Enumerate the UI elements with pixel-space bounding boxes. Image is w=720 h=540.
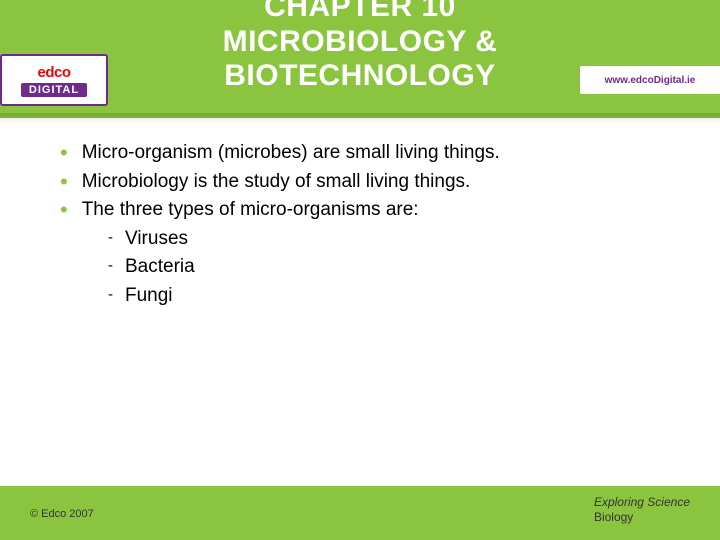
- bullet-item: • The three types of micro-organisms are…: [60, 197, 680, 224]
- edco-logo: edco DIGITAL: [0, 54, 108, 106]
- sub-bullet-item: - Bacteria: [108, 254, 680, 281]
- dash-icon: -: [108, 254, 113, 278]
- bullet-text: Microbiology is the study of small livin…: [82, 169, 471, 196]
- sub-bullet-item: - Fungi: [108, 283, 680, 310]
- series-line-1: Exploring Science: [594, 495, 690, 509]
- bullet-text: Micro-organism (microbes) are small livi…: [82, 140, 500, 167]
- series-line-2: Biology: [594, 510, 690, 524]
- title-line-1: CHAPTER 10: [264, 0, 456, 23]
- bullet-item: • Micro-organism (microbes) are small li…: [60, 140, 680, 167]
- edco-url-badge: www.edcoDigital.ie: [580, 66, 720, 94]
- bullet-icon: •: [60, 140, 68, 166]
- sub-bullet-text: Viruses: [125, 226, 188, 253]
- bullet-text: The three types of micro-organisms are:: [82, 197, 419, 224]
- sub-bullet-text: Fungi: [125, 283, 173, 310]
- bullet-icon: •: [60, 197, 68, 223]
- logo-brand-bottom: DIGITAL: [21, 83, 87, 97]
- edco-url-text: www.edcoDigital.ie: [605, 75, 696, 86]
- bullet-icon: •: [60, 169, 68, 195]
- series-info: Exploring Science Biology: [594, 495, 690, 524]
- title-line-3: BIOTECHNOLOGY: [224, 59, 496, 92]
- sub-bullet-item: - Viruses: [108, 226, 680, 253]
- dash-icon: -: [108, 226, 113, 250]
- title-line-2: MICROBIOLOGY &: [223, 25, 498, 58]
- bullet-item: • Microbiology is the study of small liv…: [60, 169, 680, 196]
- copyright-text: © Edco 2007: [30, 508, 94, 520]
- dash-icon: -: [108, 283, 113, 307]
- logo-brand-top: edco: [37, 64, 70, 81]
- content-area: • Micro-organism (microbes) are small li…: [60, 140, 680, 312]
- sub-bullet-text: Bacteria: [125, 254, 195, 281]
